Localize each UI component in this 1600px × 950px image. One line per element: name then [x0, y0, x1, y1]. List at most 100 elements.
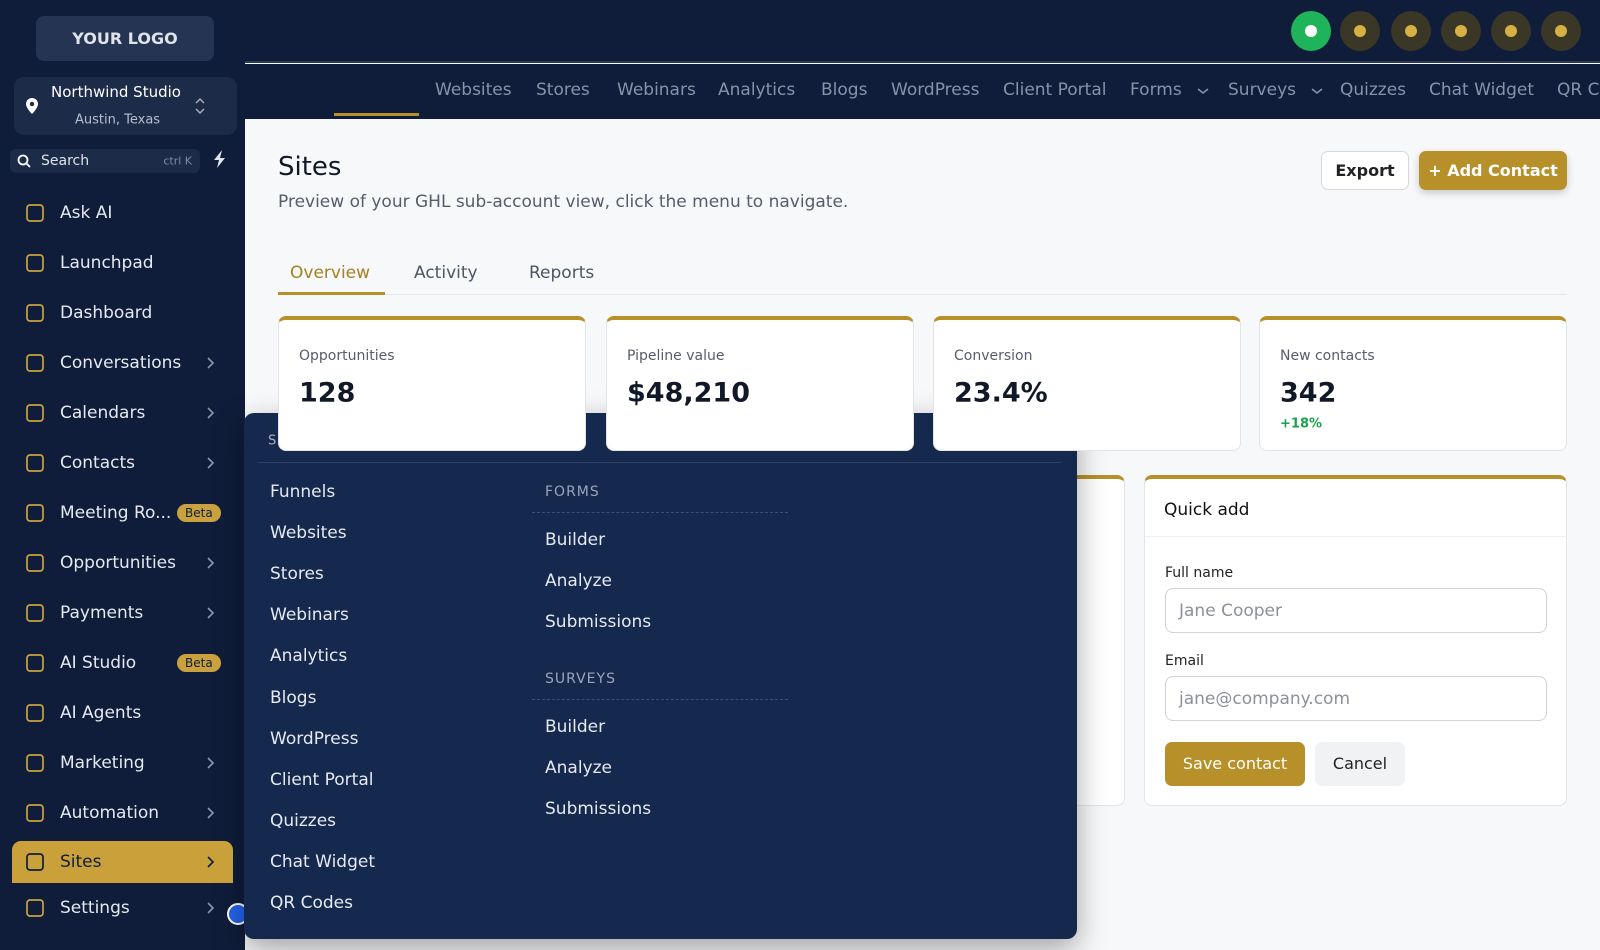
text-input[interactable]: Jane Cooper: [1165, 588, 1547, 633]
menu-item[interactable]: Analytics: [270, 646, 348, 667]
stat-value: 128: [299, 377, 356, 409]
group-heading: SURVEYS: [545, 671, 616, 687]
nav-tab[interactable]: Analytics: [718, 80, 796, 100]
nav-label[interactable]: Payments: [60, 603, 144, 623]
divider: [258, 462, 1061, 463]
search-icon: [17, 154, 31, 168]
search-shortcut: ctrl K: [163, 154, 192, 168]
nav-icon: [26, 604, 44, 622]
stat-card: Conversion 23.4%: [933, 316, 1241, 451]
menu-item[interactable]: Builder: [545, 530, 606, 550]
menu-item[interactable]: Webinars: [270, 605, 349, 626]
divider: [1145, 536, 1566, 537]
account-switcher[interactable]: Northwind Studio Austin, Texas: [14, 77, 237, 135]
menu-item[interactable]: Analyze: [545, 571, 612, 591]
nav-label[interactable]: Marketing: [60, 753, 145, 773]
chevron-icon: [1197, 88, 1209, 94]
account-name: Northwind Studio: [51, 83, 181, 101]
nav-tab[interactable]: WordPress: [891, 80, 980, 100]
nav-label[interactable]: Opportunities: [60, 553, 176, 573]
chevron-icon: [207, 357, 215, 369]
nav-label[interactable]: Automation: [60, 803, 160, 823]
menu-item[interactable]: Funnels: [270, 482, 336, 502]
menu-item[interactable]: Client Portal: [270, 769, 374, 790]
chevron-icon: [207, 557, 215, 569]
page-tab[interactable]: Reports: [529, 263, 595, 283]
nav-tab[interactable]: Quizzes: [1340, 80, 1407, 100]
nav-tab[interactable]: QR Codes: [1557, 80, 1600, 100]
toolbar-icon: [1405, 25, 1417, 37]
menu-item[interactable]: Submissions: [545, 612, 652, 632]
account-location: Austin, Texas: [75, 112, 161, 128]
nav-label[interactable]: Ask AI: [60, 203, 113, 223]
chevron-icon: [207, 757, 215, 769]
nav-icon: [26, 504, 44, 522]
nav-label[interactable]: Conversations: [60, 353, 182, 373]
nav-icon: [26, 853, 44, 871]
stat-value: $48,210: [627, 377, 750, 409]
active-item-bg[interactable]: [12, 841, 233, 883]
toolbar-icon: [1505, 25, 1517, 37]
group-divider: [532, 512, 788, 513]
nav-tab[interactable]: Blogs: [821, 80, 868, 100]
nav-label[interactable]: Launchpad: [60, 253, 154, 273]
add-contact-button[interactable]: + Add Contact: [1419, 151, 1567, 190]
switch-icon: [195, 97, 205, 115]
nav-label[interactable]: Dashboard: [60, 303, 153, 323]
nav-icon: [26, 454, 44, 472]
menu-item[interactable]: Chat Widget: [270, 851, 375, 872]
toolbar-icon: [1455, 25, 1467, 37]
nav-icon: [26, 554, 44, 572]
beta-badge: Beta: [177, 654, 221, 672]
text-input[interactable]: jane@company.com: [1165, 676, 1547, 721]
nav-icon: [26, 354, 44, 372]
export-button[interactable]: Export: [1321, 151, 1409, 190]
page-tab[interactable]: Activity: [414, 263, 478, 283]
nav-tab[interactable]: Chat Widget: [1429, 80, 1534, 100]
beta-badge: Beta: [177, 504, 221, 522]
search-placeholder: Search: [41, 153, 90, 169]
nav-icon: [26, 704, 44, 722]
group-heading: FORMS: [545, 484, 600, 500]
nav-tab[interactable]: Websites: [435, 80, 512, 100]
nav-label[interactable]: Meeting Ro...: [60, 503, 172, 523]
nav-icon: [26, 404, 44, 422]
menu-item[interactable]: QR Codes: [270, 893, 353, 913]
nav-icon: [26, 899, 44, 917]
stat-delta: +18%: [1280, 416, 1323, 432]
nav-label[interactable]: Sites: [60, 852, 102, 872]
chevron-icon: [207, 407, 215, 419]
nav-tab[interactable]: Client Portal: [1003, 80, 1107, 100]
nav-tab[interactable]: Forms: [1130, 80, 1182, 100]
nav-label[interactable]: Settings: [60, 898, 130, 918]
quick-action-icon[interactable]: [212, 149, 228, 169]
stat-value: 342: [1280, 377, 1337, 409]
cancel-button[interactable]: Cancel: [1315, 742, 1405, 786]
menu-item[interactable]: Stores: [270, 564, 324, 585]
menu-item[interactable]: Blogs: [270, 687, 317, 708]
nav-label[interactable]: AI Agents: [60, 703, 142, 723]
menu-item[interactable]: Analyze: [545, 758, 612, 778]
menu-item[interactable]: Websites: [270, 523, 347, 544]
menu-item[interactable]: Builder: [545, 717, 606, 737]
menu-item[interactable]: Submissions: [545, 799, 652, 819]
nav-tab[interactable]: Stores: [536, 80, 590, 100]
page-tab[interactable]: Overview: [290, 263, 371, 283]
nav-tab[interactable]: Surveys: [1228, 80, 1296, 100]
quick-add-title: Quick add: [1164, 500, 1250, 520]
field-label: Full name: [1165, 565, 1234, 581]
stat-value: 23.4%: [954, 377, 1048, 409]
nav-label[interactable]: AI Studio: [60, 653, 137, 673]
menu-item[interactable]: Quizzes: [270, 810, 337, 831]
menu-item[interactable]: WordPress: [270, 728, 359, 749]
pin-icon: [26, 98, 38, 114]
active-tab-underline: [278, 292, 385, 295]
nav-label[interactable]: Calendars: [60, 403, 146, 423]
chevron-icon: [1311, 88, 1323, 94]
nav-tab[interactable]: Webinars: [617, 80, 696, 100]
stat-card: New contacts 342 +18%: [1259, 316, 1567, 451]
logo[interactable]: YOUR LOGO: [36, 16, 214, 61]
save-button[interactable]: Save contact: [1165, 742, 1305, 786]
search[interactable]: Search ctrl K: [10, 149, 200, 173]
nav-label[interactable]: Contacts: [60, 453, 135, 473]
